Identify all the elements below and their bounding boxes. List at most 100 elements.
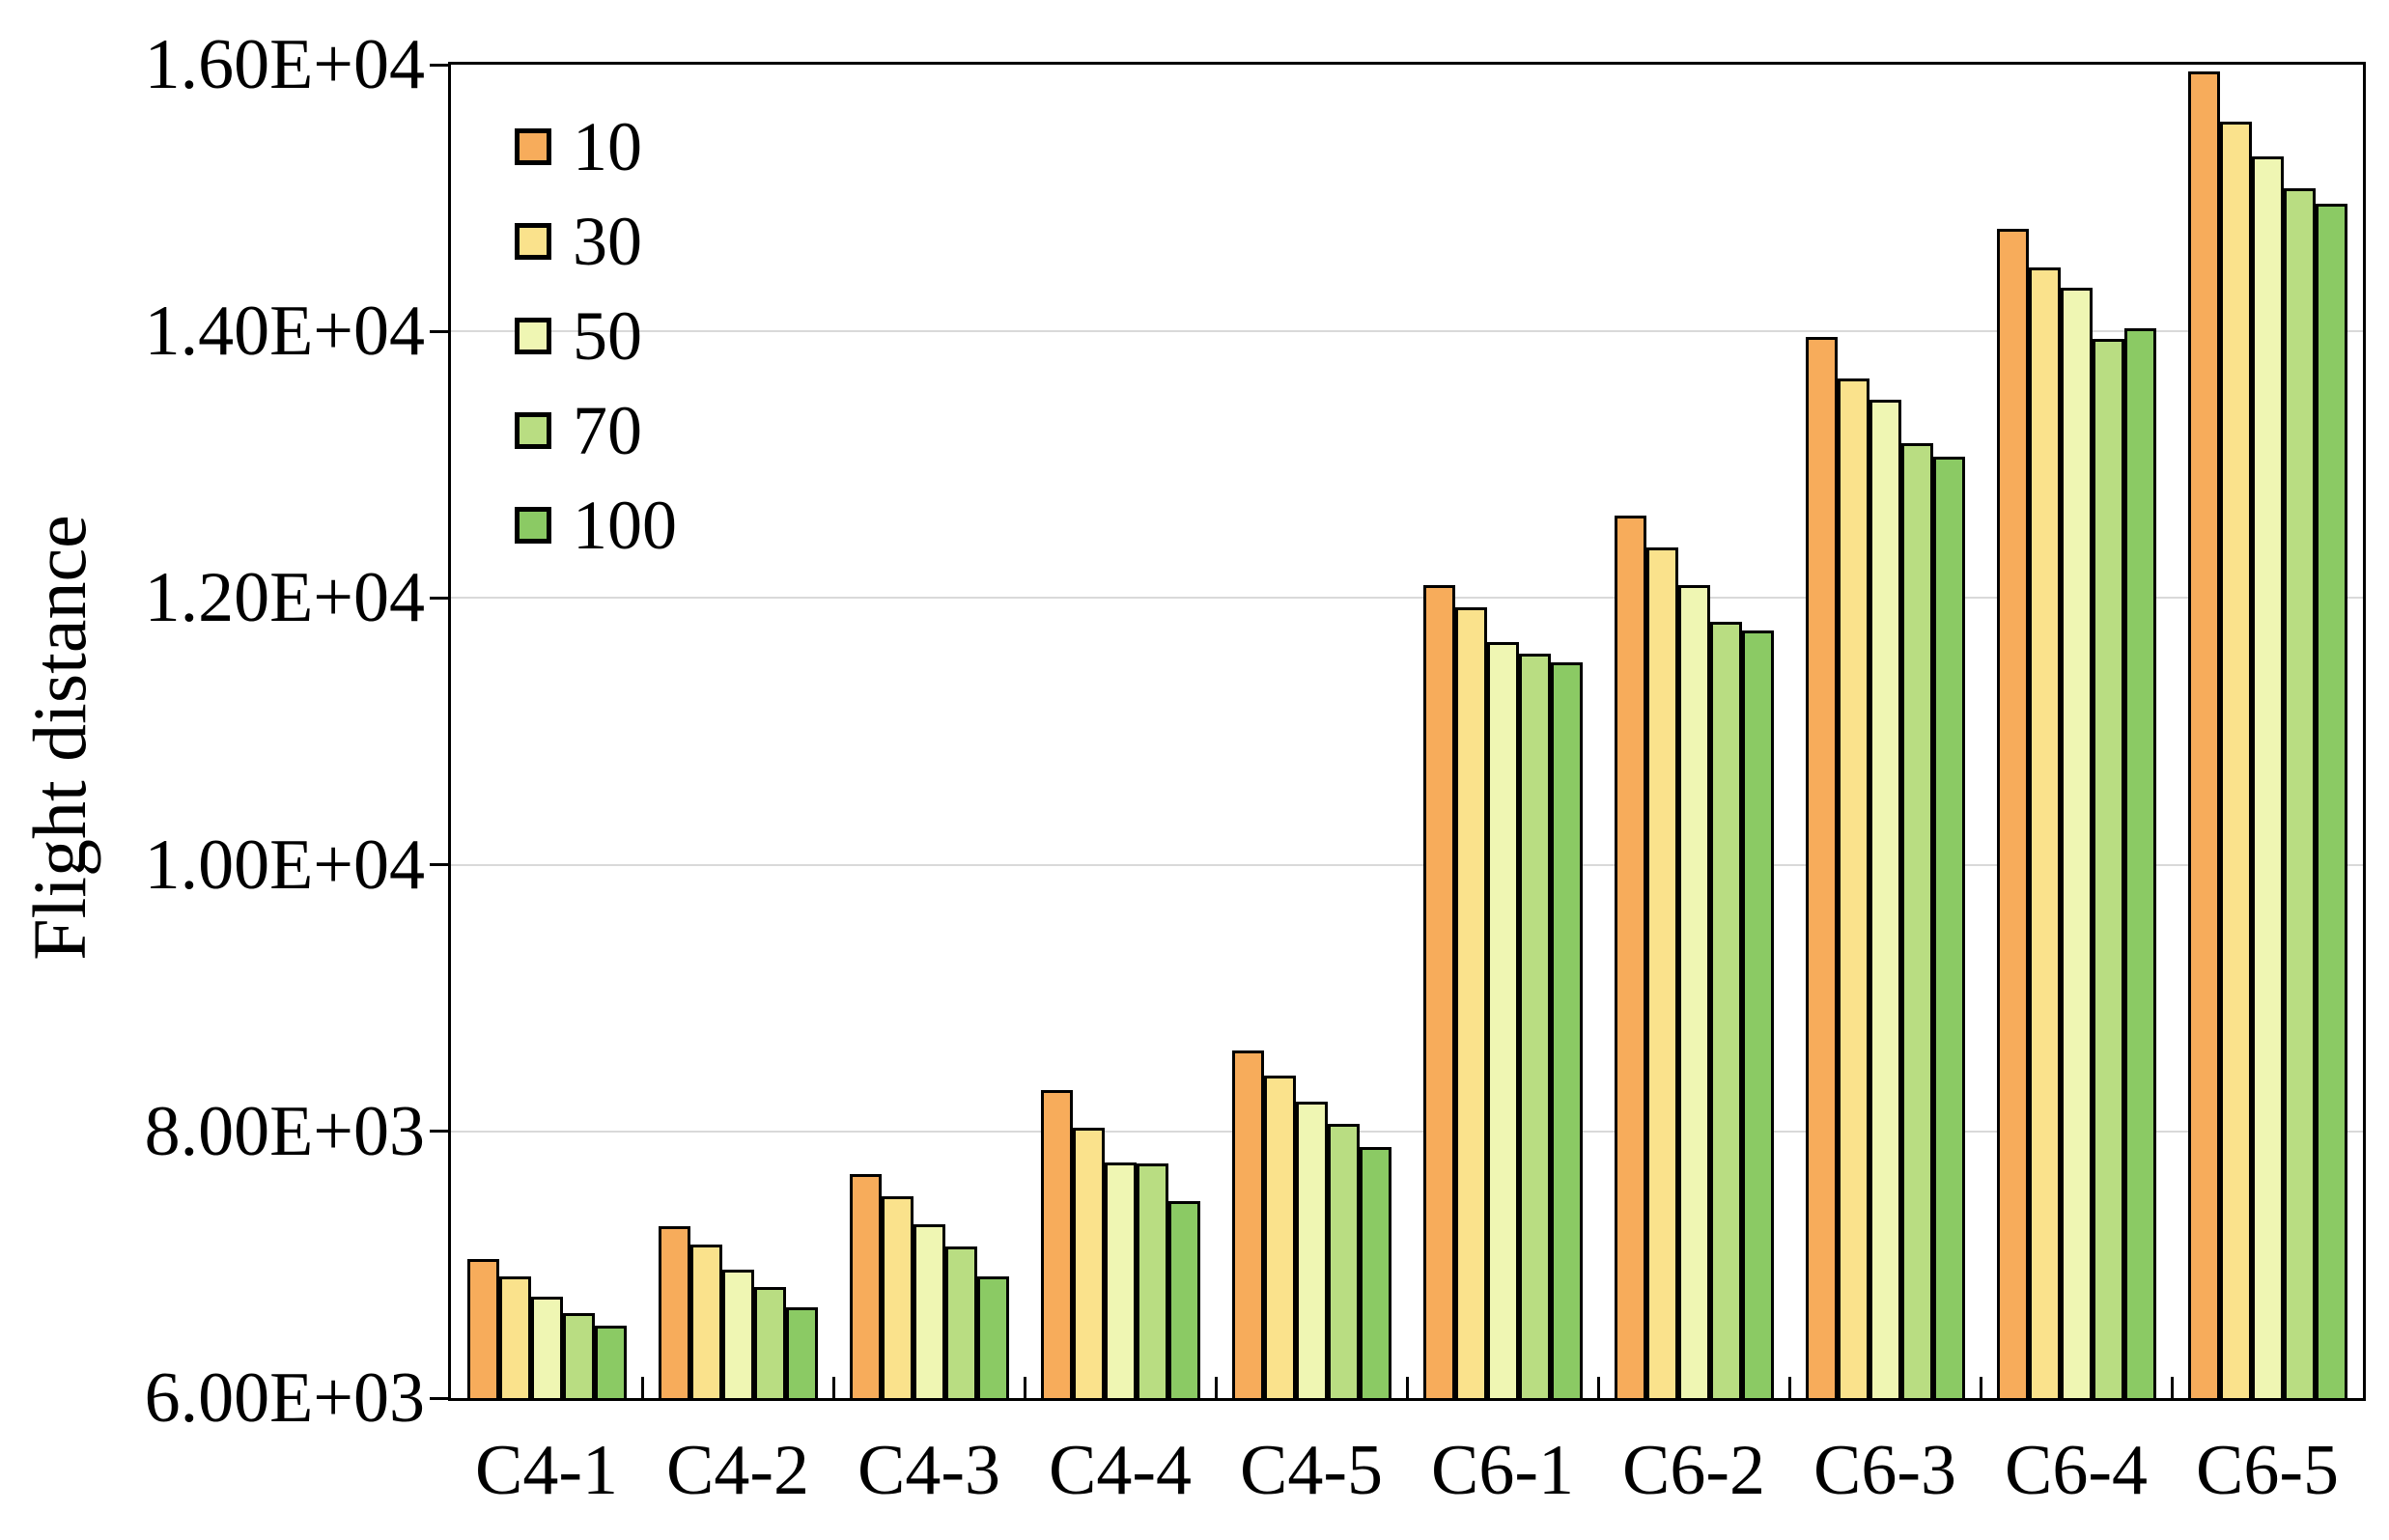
x-tick-label-C6-3: C6-3: [1813, 1431, 1956, 1510]
y-tick-label-8.00E+03: 8.00E+03: [144, 1091, 425, 1171]
x-tick-label-C6-4: C6-4: [2005, 1431, 2148, 1510]
bar-group-C6-3: [1789, 65, 1981, 1398]
bar-C6-5-100: [2315, 204, 2347, 1398]
x-tick-label-C4-3: C4-3: [857, 1431, 1000, 1510]
x-axis-tick: [1023, 1377, 1026, 1398]
bar-C4-5-100: [1359, 1147, 1391, 1398]
legend-item-100: 100: [515, 487, 677, 564]
x-axis-tick: [640, 1377, 644, 1398]
bar-C6-3-10: [1805, 337, 1838, 1398]
x-tick-label-C6-5: C6-5: [2196, 1431, 2339, 1510]
bar-C4-4-70: [1136, 1163, 1168, 1398]
legend-swatch-100: [515, 507, 551, 544]
legend-label-100: 100: [573, 487, 677, 564]
bar-C6-2-10: [1614, 516, 1646, 1398]
y-axis-tick: [430, 596, 451, 600]
gridline: [451, 1130, 2363, 1133]
bar-C6-1-100: [1550, 662, 1583, 1398]
bar-C6-3-100: [1932, 457, 1965, 1398]
bar-C4-3-50: [913, 1224, 945, 1398]
bar-C6-4-70: [2092, 339, 2124, 1398]
gridline: [451, 597, 2363, 600]
x-axis-tick: [1979, 1377, 1982, 1398]
y-tick-label-1.00E+04: 1.00E+04: [144, 825, 425, 905]
legend-item-70: 70: [515, 392, 642, 469]
x-tick-label-C4-2: C4-2: [666, 1431, 809, 1510]
bar-C6-1-50: [1486, 642, 1519, 1398]
bar-C4-3-70: [944, 1246, 977, 1398]
bar-group-C4-4: [1025, 65, 1216, 1398]
legend-swatch-10: [515, 128, 551, 165]
y-axis-title: Flight distance: [17, 515, 101, 961]
bar-C4-2-50: [721, 1270, 754, 1398]
legend-label-30: 30: [573, 203, 642, 280]
bar-group-C4-5: [1216, 65, 1407, 1398]
legend-label-70: 70: [573, 392, 642, 469]
bar-C4-5-50: [1295, 1102, 1328, 1398]
bar-group-C6-2: [1598, 65, 1789, 1398]
x-axis-tick: [2170, 1377, 2174, 1398]
x-tick-label-C4-5: C4-5: [1240, 1431, 1383, 1510]
y-tick-label-1.20E+04: 1.20E+04: [144, 558, 425, 638]
x-tick-label-C6-2: C6-2: [1622, 1431, 1765, 1510]
bar-C4-5-70: [1327, 1124, 1360, 1398]
bar-C4-3-100: [976, 1276, 1009, 1398]
bar-group-C4-2: [642, 65, 833, 1398]
bar-C6-4-10: [1996, 229, 2029, 1398]
bar-C6-5-30: [2219, 122, 2252, 1398]
bar-C4-2-30: [689, 1245, 722, 1398]
legend-swatch-50: [515, 318, 551, 354]
y-axis-tick: [430, 329, 451, 333]
bar-C4-3-30: [881, 1196, 913, 1398]
bar-C6-2-50: [1677, 585, 1710, 1398]
bar-C4-1-100: [594, 1326, 627, 1398]
bar-C6-3-30: [1837, 378, 1869, 1398]
bar-group-C6-4: [1981, 65, 2172, 1398]
y-axis-tick: [430, 63, 451, 67]
x-axis-tick: [1787, 1377, 1791, 1398]
bar-C6-4-30: [2028, 267, 2061, 1398]
x-axis-tick: [1596, 1377, 1600, 1398]
bar-C6-3-50: [1869, 400, 1901, 1398]
y-axis-tick: [430, 1396, 451, 1400]
gridline: [451, 863, 2363, 866]
bar-group-C6-5: [2172, 65, 2363, 1398]
y-axis-tick: [430, 1130, 451, 1134]
bar-C6-1-30: [1454, 607, 1487, 1398]
gridline: [451, 330, 2363, 333]
y-tick-label-1.60E+04: 1.60E+04: [144, 25, 425, 104]
bar-C6-5-70: [2283, 188, 2316, 1398]
legend-item-30: 30: [515, 203, 642, 280]
bar-C6-2-70: [1709, 622, 1742, 1398]
bar-C4-4-10: [1040, 1090, 1073, 1398]
legend-swatch-30: [515, 223, 551, 260]
bar-C6-2-100: [1741, 630, 1774, 1398]
bar-C6-1-10: [1422, 585, 1455, 1398]
x-axis-tick: [1405, 1377, 1409, 1398]
bar-C4-1-50: [530, 1297, 563, 1398]
bar-C6-5-50: [2251, 156, 2284, 1398]
x-tick-label-C4-4: C4-4: [1049, 1431, 1192, 1510]
bar-C4-1-30: [498, 1276, 531, 1398]
x-axis-tick: [1214, 1377, 1218, 1398]
bar-C4-4-100: [1167, 1201, 1200, 1398]
bar-C4-2-100: [785, 1307, 818, 1398]
legend-item-10: 10: [515, 108, 642, 185]
bar-C6-5-10: [2187, 71, 2220, 1398]
bar-C6-1-70: [1518, 654, 1551, 1398]
bar-C4-5-10: [1231, 1050, 1264, 1398]
bar-C4-4-30: [1072, 1128, 1105, 1398]
plot-area: 10 30 50 70 100: [448, 62, 2366, 1401]
legend-swatch-70: [515, 412, 551, 449]
bar-C4-5-30: [1263, 1076, 1296, 1398]
x-tick-label-C6-1: C6-1: [1431, 1431, 1574, 1510]
bar-C4-2-70: [753, 1287, 786, 1398]
x-axis-tick: [831, 1377, 835, 1398]
legend-item-50: 50: [515, 297, 642, 375]
bar-C4-2-10: [658, 1226, 690, 1398]
bar-C6-3-70: [1900, 443, 1933, 1398]
bar-C6-2-30: [1645, 547, 1678, 1398]
bar-C4-1-10: [466, 1259, 499, 1398]
bar-C6-4-100: [2123, 328, 2156, 1398]
